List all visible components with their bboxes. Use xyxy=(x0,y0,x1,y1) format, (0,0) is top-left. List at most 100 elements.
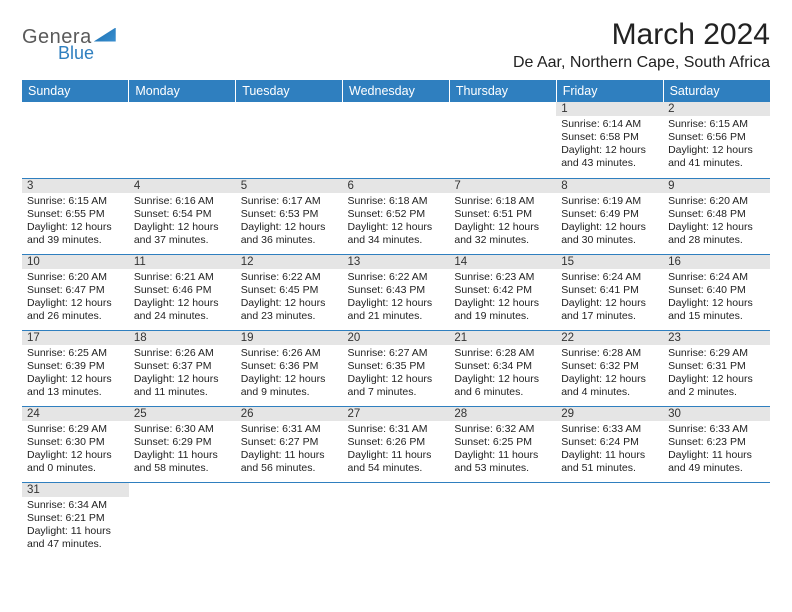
sunrise-line: Sunrise: 6:14 AM xyxy=(561,118,658,131)
calendar-day-cell: 26Sunrise: 6:31 AMSunset: 6:27 PMDayligh… xyxy=(236,406,343,482)
day-content: Sunrise: 6:32 AMSunset: 6:25 PMDaylight:… xyxy=(449,421,556,480)
day-content: Sunrise: 6:31 AMSunset: 6:26 PMDaylight:… xyxy=(343,421,450,480)
calendar-day-cell: 7Sunrise: 6:18 AMSunset: 6:51 PMDaylight… xyxy=(449,178,556,254)
day-content: Sunrise: 6:26 AMSunset: 6:37 PMDaylight:… xyxy=(129,345,236,404)
day-number: 21 xyxy=(449,331,556,345)
calendar-week-row: 24Sunrise: 6:29 AMSunset: 6:30 PMDayligh… xyxy=(22,406,770,482)
calendar-day-cell: 13Sunrise: 6:22 AMSunset: 6:43 PMDayligh… xyxy=(343,254,450,330)
calendar-day-cell: 12Sunrise: 6:22 AMSunset: 6:45 PMDayligh… xyxy=(236,254,343,330)
day-content: Sunrise: 6:29 AMSunset: 6:30 PMDaylight:… xyxy=(22,421,129,480)
day-content: Sunrise: 6:19 AMSunset: 6:49 PMDaylight:… xyxy=(556,193,663,252)
sunset-line: Sunset: 6:48 PM xyxy=(668,208,765,221)
daylight-line: Daylight: 11 hours and 47 minutes. xyxy=(27,525,124,551)
sunrise-line: Sunrise: 6:22 AM xyxy=(348,271,445,284)
day-content: Sunrise: 6:22 AMSunset: 6:45 PMDaylight:… xyxy=(236,269,343,328)
calendar-empty-cell xyxy=(343,102,450,178)
calendar-day-cell: 19Sunrise: 6:26 AMSunset: 6:36 PMDayligh… xyxy=(236,330,343,406)
day-number: 18 xyxy=(129,331,236,345)
calendar-day-cell: 24Sunrise: 6:29 AMSunset: 6:30 PMDayligh… xyxy=(22,406,129,482)
sunset-line: Sunset: 6:56 PM xyxy=(668,131,765,144)
daylight-line: Daylight: 11 hours and 56 minutes. xyxy=(241,449,338,475)
calendar-day-cell: 5Sunrise: 6:17 AMSunset: 6:53 PMDaylight… xyxy=(236,178,343,254)
daylight-line: Daylight: 12 hours and 17 minutes. xyxy=(561,297,658,323)
day-number: 13 xyxy=(343,255,450,269)
daylight-line: Daylight: 12 hours and 15 minutes. xyxy=(668,297,765,323)
calendar-day-cell: 17Sunrise: 6:25 AMSunset: 6:39 PMDayligh… xyxy=(22,330,129,406)
calendar-empty-cell xyxy=(129,482,236,558)
day-number: 31 xyxy=(22,483,129,497)
sunset-line: Sunset: 6:45 PM xyxy=(241,284,338,297)
day-content: Sunrise: 6:18 AMSunset: 6:51 PMDaylight:… xyxy=(449,193,556,252)
sunset-line: Sunset: 6:51 PM xyxy=(454,208,551,221)
sunrise-line: Sunrise: 6:20 AM xyxy=(27,271,124,284)
day-content: Sunrise: 6:28 AMSunset: 6:32 PMDaylight:… xyxy=(556,345,663,404)
sunset-line: Sunset: 6:43 PM xyxy=(348,284,445,297)
day-number: 1 xyxy=(556,102,663,116)
day-content: Sunrise: 6:28 AMSunset: 6:34 PMDaylight:… xyxy=(449,345,556,404)
calendar-day-cell: 10Sunrise: 6:20 AMSunset: 6:47 PMDayligh… xyxy=(22,254,129,330)
calendar-empty-cell xyxy=(556,482,663,558)
sunset-line: Sunset: 6:25 PM xyxy=(454,436,551,449)
day-content: Sunrise: 6:31 AMSunset: 6:27 PMDaylight:… xyxy=(236,421,343,480)
sunset-line: Sunset: 6:37 PM xyxy=(134,360,231,373)
page-title: March 2024 xyxy=(513,18,770,52)
daylight-line: Daylight: 11 hours and 51 minutes. xyxy=(561,449,658,475)
sunset-line: Sunset: 6:54 PM xyxy=(134,208,231,221)
calendar-table: SundayMondayTuesdayWednesdayThursdayFrid… xyxy=(22,80,770,558)
day-content: Sunrise: 6:25 AMSunset: 6:39 PMDaylight:… xyxy=(22,345,129,404)
day-content: Sunrise: 6:20 AMSunset: 6:47 PMDaylight:… xyxy=(22,269,129,328)
sunrise-line: Sunrise: 6:28 AM xyxy=(454,347,551,360)
calendar-empty-cell xyxy=(22,102,129,178)
sunset-line: Sunset: 6:58 PM xyxy=(561,131,658,144)
daylight-line: Daylight: 12 hours and 32 minutes. xyxy=(454,221,551,247)
day-number: 25 xyxy=(129,407,236,421)
sunset-line: Sunset: 6:24 PM xyxy=(561,436,658,449)
location-subtitle: De Aar, Northern Cape, South Africa xyxy=(513,54,770,72)
logo: Genera Blue xyxy=(22,26,116,64)
daylight-line: Daylight: 12 hours and 30 minutes. xyxy=(561,221,658,247)
day-number: 17 xyxy=(22,331,129,345)
calendar-empty-cell xyxy=(343,482,450,558)
day-content: Sunrise: 6:33 AMSunset: 6:23 PMDaylight:… xyxy=(663,421,770,480)
sunset-line: Sunset: 6:29 PM xyxy=(134,436,231,449)
day-content: Sunrise: 6:15 AMSunset: 6:55 PMDaylight:… xyxy=(22,193,129,252)
sunset-line: Sunset: 6:30 PM xyxy=(27,436,124,449)
sunrise-line: Sunrise: 6:24 AM xyxy=(668,271,765,284)
sunset-line: Sunset: 6:32 PM xyxy=(561,360,658,373)
daylight-line: Daylight: 12 hours and 36 minutes. xyxy=(241,221,338,247)
calendar-week-row: 3Sunrise: 6:15 AMSunset: 6:55 PMDaylight… xyxy=(22,178,770,254)
day-number: 8 xyxy=(556,179,663,193)
sunrise-line: Sunrise: 6:33 AM xyxy=(561,423,658,436)
day-number: 30 xyxy=(663,407,770,421)
sunset-line: Sunset: 6:21 PM xyxy=(27,512,124,525)
day-header: Saturday xyxy=(663,80,770,102)
day-content: Sunrise: 6:30 AMSunset: 6:29 PMDaylight:… xyxy=(129,421,236,480)
calendar-week-row: 31Sunrise: 6:34 AMSunset: 6:21 PMDayligh… xyxy=(22,482,770,558)
calendar-day-cell: 9Sunrise: 6:20 AMSunset: 6:48 PMDaylight… xyxy=(663,178,770,254)
day-number: 7 xyxy=(449,179,556,193)
day-number: 20 xyxy=(343,331,450,345)
sunset-line: Sunset: 6:47 PM xyxy=(27,284,124,297)
day-number: 10 xyxy=(22,255,129,269)
header: Genera Blue March 2024 De Aar, Northern … xyxy=(22,18,770,72)
sunrise-line: Sunrise: 6:24 AM xyxy=(561,271,658,284)
day-number: 28 xyxy=(449,407,556,421)
day-number: 4 xyxy=(129,179,236,193)
calendar-empty-cell xyxy=(236,482,343,558)
calendar-day-cell: 22Sunrise: 6:28 AMSunset: 6:32 PMDayligh… xyxy=(556,330,663,406)
day-header: Friday xyxy=(556,80,663,102)
sunset-line: Sunset: 6:42 PM xyxy=(454,284,551,297)
calendar-day-cell: 27Sunrise: 6:31 AMSunset: 6:26 PMDayligh… xyxy=(343,406,450,482)
daylight-line: Daylight: 11 hours and 49 minutes. xyxy=(668,449,765,475)
day-number: 11 xyxy=(129,255,236,269)
day-number: 3 xyxy=(22,179,129,193)
calendar-empty-cell xyxy=(129,102,236,178)
daylight-line: Daylight: 11 hours and 53 minutes. xyxy=(454,449,551,475)
calendar-empty-cell xyxy=(663,482,770,558)
sunset-line: Sunset: 6:23 PM xyxy=(668,436,765,449)
sunset-line: Sunset: 6:34 PM xyxy=(454,360,551,373)
calendar-day-cell: 16Sunrise: 6:24 AMSunset: 6:40 PMDayligh… xyxy=(663,254,770,330)
calendar-day-cell: 28Sunrise: 6:32 AMSunset: 6:25 PMDayligh… xyxy=(449,406,556,482)
calendar-day-cell: 20Sunrise: 6:27 AMSunset: 6:35 PMDayligh… xyxy=(343,330,450,406)
daylight-line: Daylight: 12 hours and 19 minutes. xyxy=(454,297,551,323)
